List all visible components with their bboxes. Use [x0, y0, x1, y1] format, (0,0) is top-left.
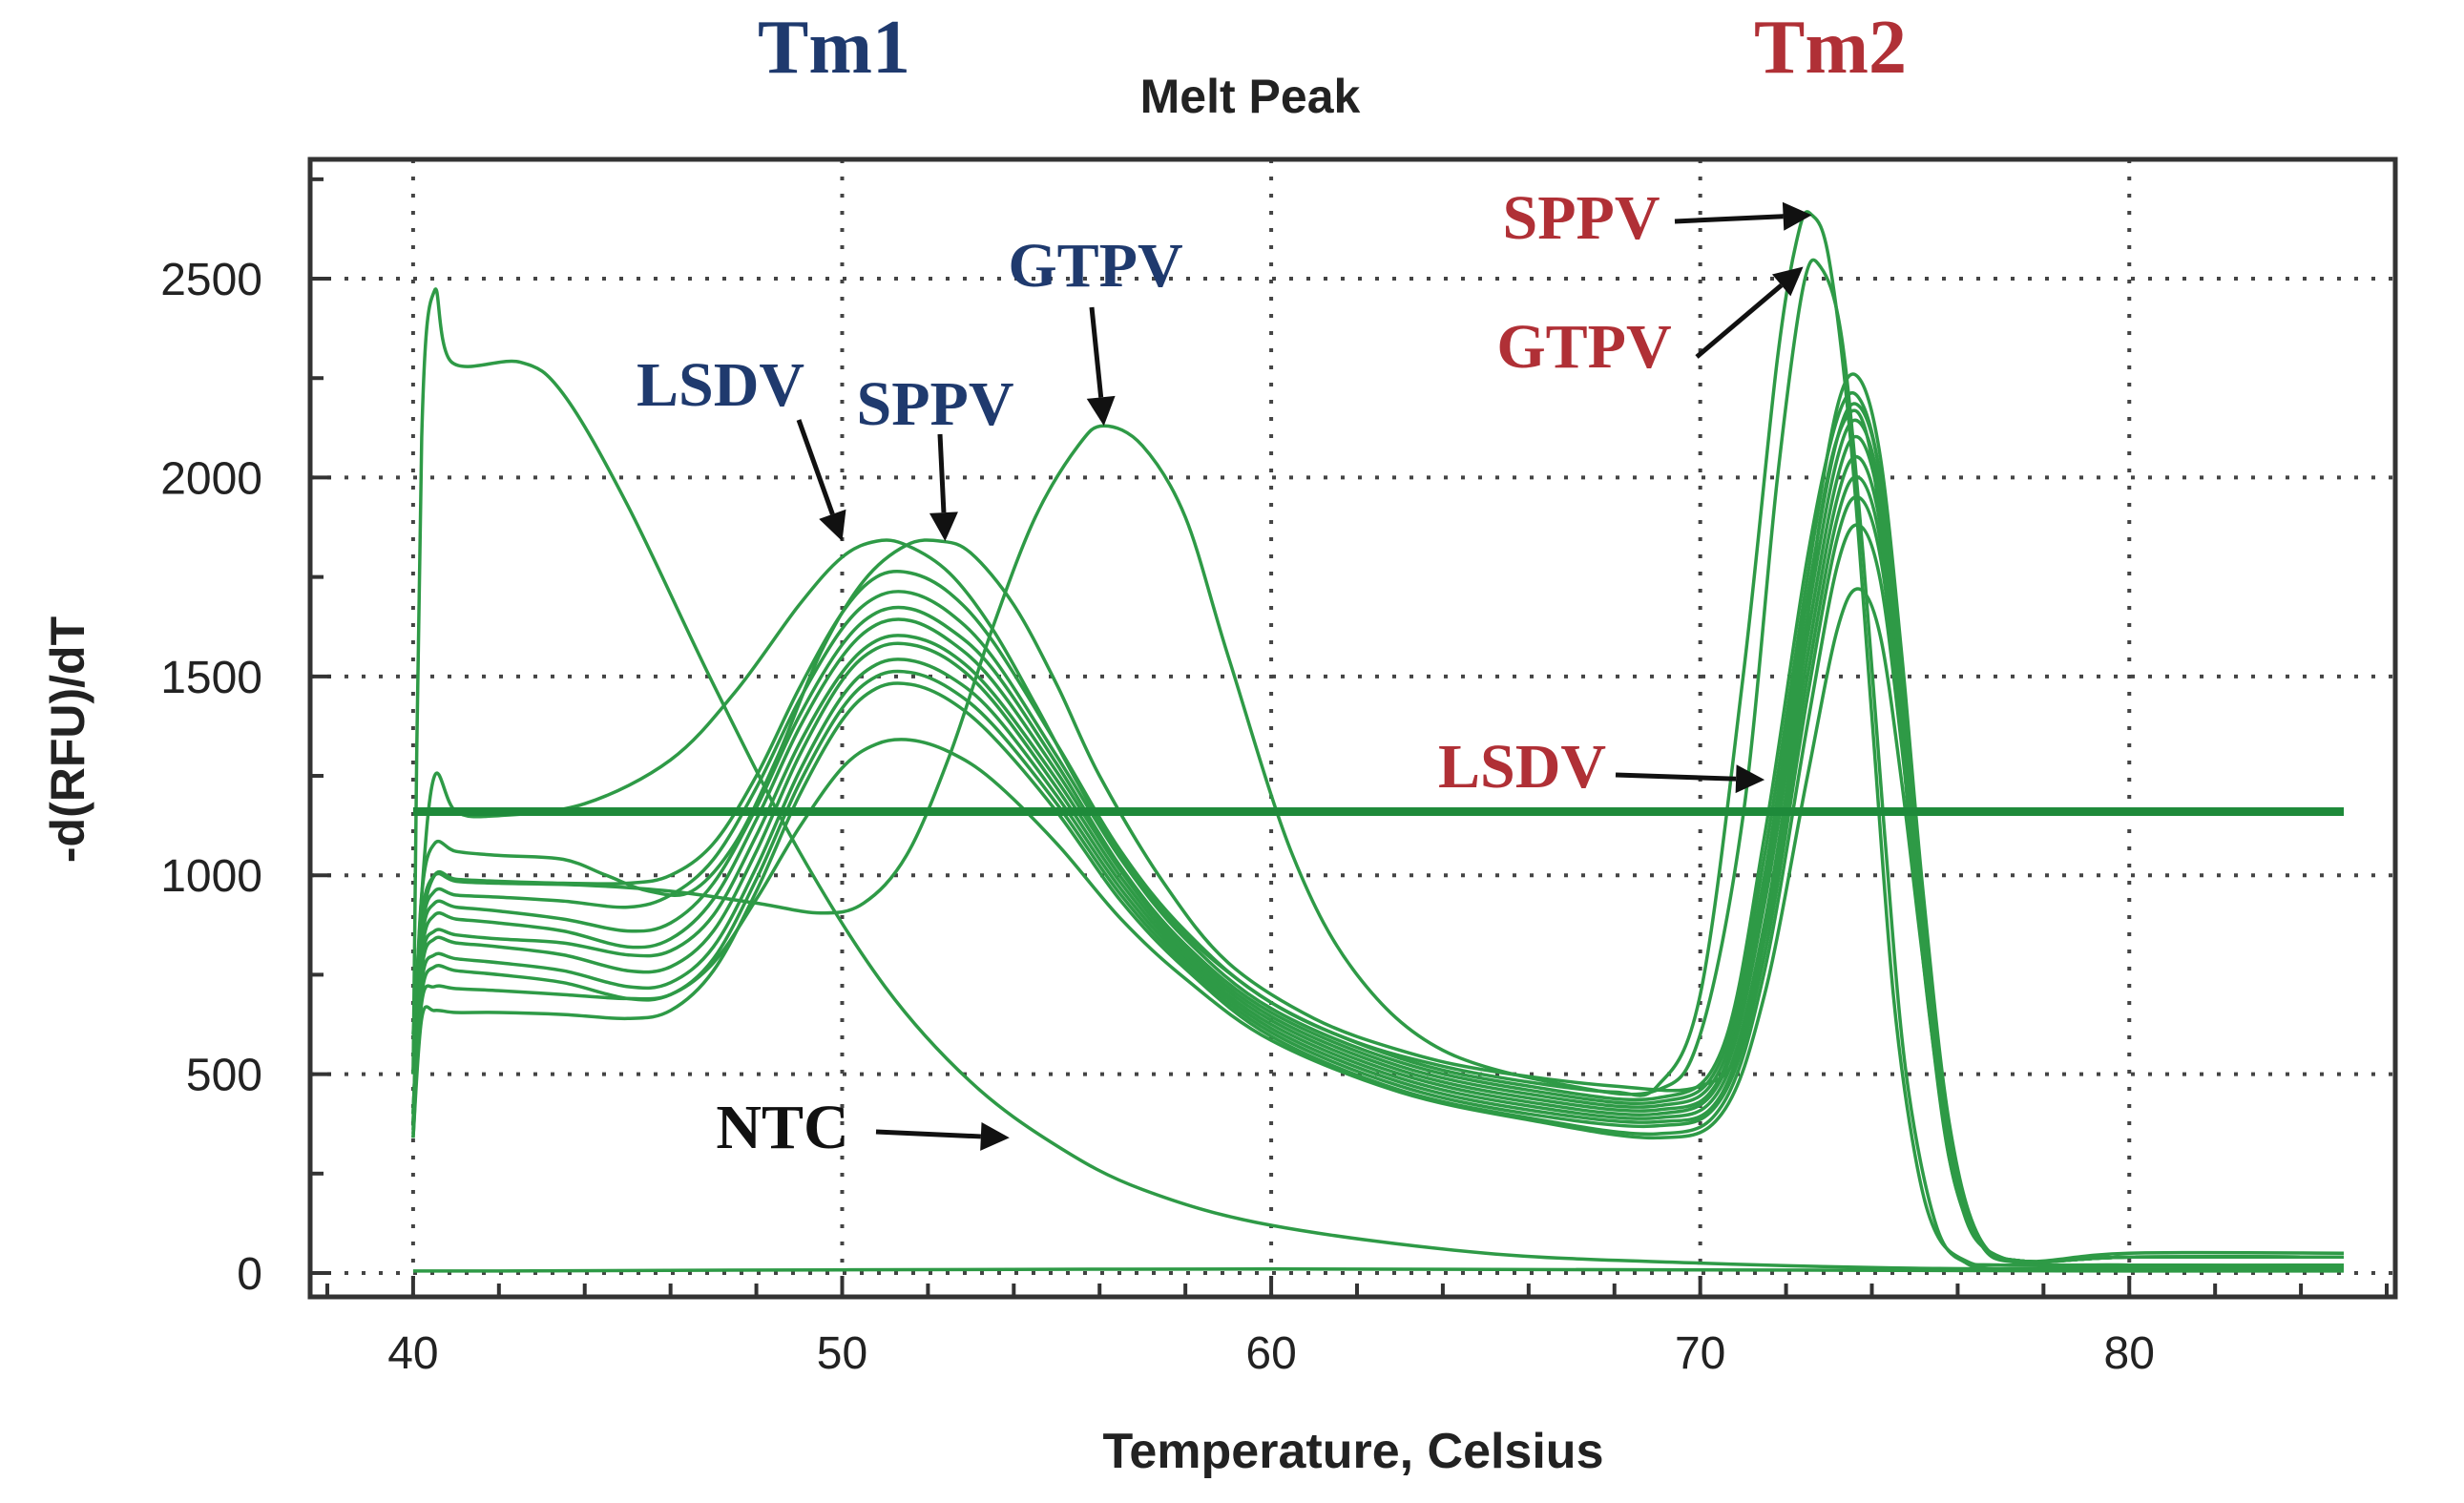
y-tick-label: 2000 [160, 453, 262, 504]
grid-lines [310, 159, 2395, 1297]
y-tick-label: 2500 [160, 255, 262, 305]
annotation-label: SPPV [857, 369, 1014, 439]
annotation-arrow-shaft [796, 419, 835, 515]
melt-curve-9 [411, 434, 2345, 1264]
annotation-arrow-shaft [1615, 772, 1737, 782]
annotation-arrow-shaft [1674, 214, 1784, 224]
melt-curve-3 [411, 210, 2345, 1269]
chart-title: Melt Peak [1140, 70, 1361, 123]
melt-curve-1 [411, 287, 2345, 1271]
melt-curve-4 [411, 408, 2345, 1268]
melt-curve-14 [411, 587, 2345, 1263]
annotation-label: NTC [716, 1093, 848, 1162]
y-tick-label: 1500 [160, 653, 262, 703]
axis-ticks [310, 177, 2390, 1297]
annotation-arrow-head [929, 511, 958, 542]
melt-curve-15 [412, 1267, 2345, 1273]
x-axis-label: Temperature, Celsius [1102, 1424, 1603, 1479]
melt-curve-13 [411, 523, 2345, 1263]
annotation-arrow-head [1782, 201, 1812, 231]
y-tick-label: 1000 [160, 851, 262, 902]
melt-curve-2 [411, 258, 2345, 1268]
tm1-header-label: Tm1 [758, 6, 910, 90]
annotation-arrow-shaft [937, 433, 947, 513]
y-axis-label: -d(RFU)/dT [41, 616, 94, 863]
melt-curve-12 [411, 494, 2345, 1263]
annotation-label: LSDV [637, 350, 804, 420]
plot-frame [307, 157, 2398, 1300]
y-tick-label: 500 [186, 1051, 262, 1101]
x-tick-labels: 40 50 60 70 80 [387, 1328, 2155, 1379]
annotation-arrow-shaft [1695, 283, 1784, 359]
tm2-header-label: Tm2 [1754, 6, 1907, 90]
annotation-label: LSDV [1438, 732, 1606, 802]
x-tick-label: 70 [1675, 1328, 1725, 1379]
melt-curve-7 [411, 402, 2345, 1264]
curve-annotations: LSDV SPPV GTPV NTC SPPV GTPV LSDV [637, 183, 1812, 1162]
annotation-arrow-head [1086, 395, 1116, 427]
x-tick-label: 50 [817, 1328, 867, 1379]
melt-curves [411, 210, 2345, 1273]
x-tick-label: 40 [387, 1328, 438, 1379]
y-tick-label: 0 [237, 1249, 262, 1300]
x-tick-label: 80 [2104, 1328, 2155, 1379]
annotation-label: GTPV [1008, 231, 1182, 301]
annotation-label: SPPV [1503, 183, 1660, 253]
annotation-label: GTPV [1496, 312, 1671, 382]
annotation-arrow-head [819, 509, 846, 542]
melt-curve-5 [411, 391, 2345, 1267]
melt-curve-10 [411, 454, 2345, 1263]
annotation-arrow-shaft [875, 1129, 981, 1139]
y-tick-labels: 0 500 1000 1500 2000 2500 [160, 255, 262, 1300]
x-tick-label: 60 [1245, 1328, 1296, 1379]
melt-curve-6 [411, 372, 2345, 1263]
annotation-arrow-shaft [1089, 306, 1104, 398]
annotation-arrow-head [980, 1121, 1010, 1151]
annotation-arrow-head [1771, 266, 1804, 297]
annotation-arrow-head [1735, 764, 1765, 794]
melt-curve-8 [411, 418, 2345, 1264]
